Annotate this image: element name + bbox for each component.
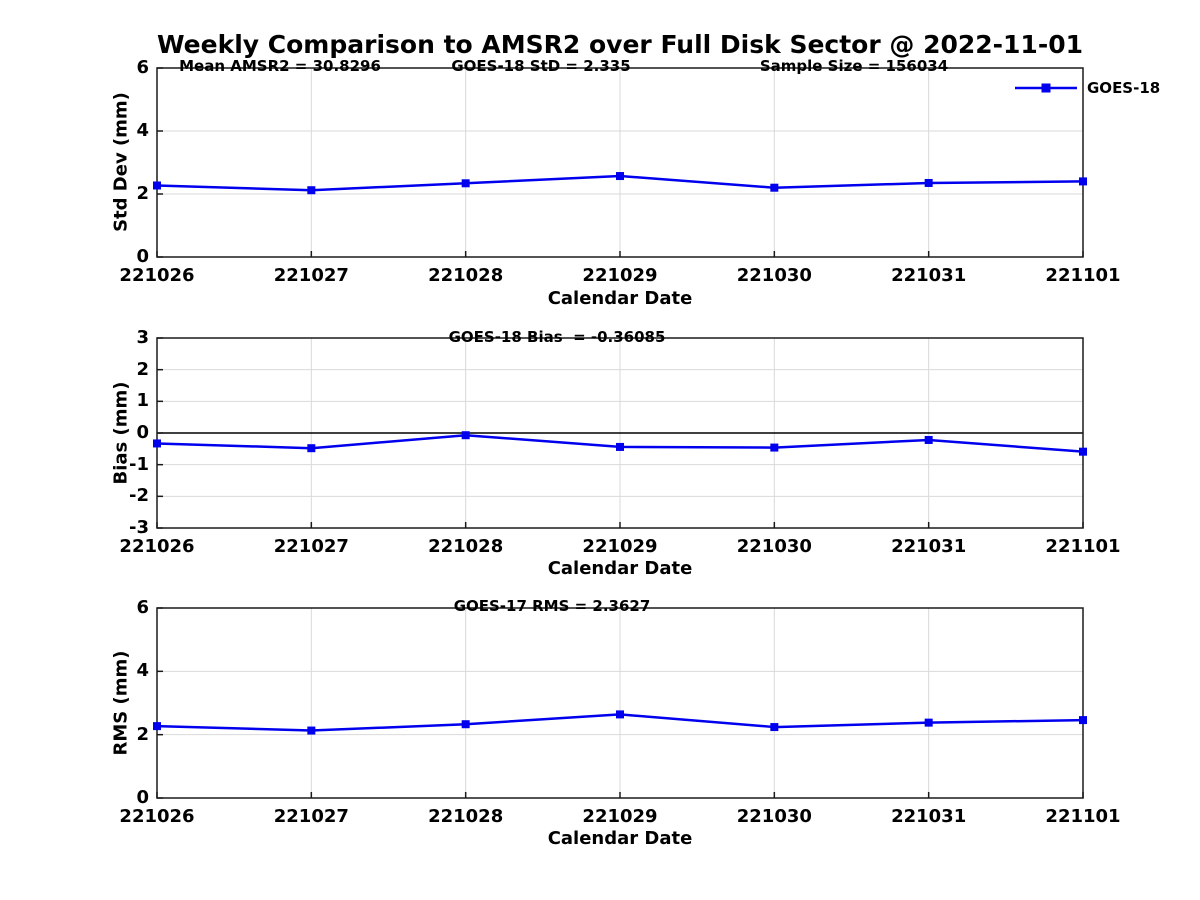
- y-tick-label: 6: [136, 597, 149, 618]
- data-point-marker: [770, 183, 779, 192]
- data-point-marker: [924, 718, 933, 727]
- data-point-marker: [1079, 447, 1087, 456]
- x-axis-label-top: Calendar Date: [547, 288, 693, 309]
- x-axis-label-bottom: Calendar Date: [547, 828, 693, 849]
- x-tick-label: 221031: [891, 265, 967, 286]
- annotation-sample-size: Sample Size = 156034: [759, 57, 949, 75]
- y-tick-label: 4: [136, 120, 149, 141]
- annotation-goes17-rms: GOES-17 RMS = 2.3627: [453, 597, 651, 615]
- data-point-marker: [616, 172, 624, 181]
- data-point-marker: [153, 181, 161, 190]
- y-tick-label: 4: [136, 660, 149, 682]
- x-tick-label: 221026: [119, 536, 195, 557]
- x-tick-label: 221031: [891, 536, 967, 557]
- data-point-marker: [461, 179, 470, 188]
- data-point-marker: [307, 726, 316, 735]
- x-tick-label: 221030: [736, 265, 812, 286]
- data-point-marker: [461, 431, 470, 440]
- data-point-marker: [307, 444, 316, 453]
- x-tick-label: 221030: [736, 806, 812, 827]
- figure-title: Weekly Comparison to AMSR2 over Full Dis…: [156, 30, 1083, 59]
- data-point-marker: [461, 720, 470, 729]
- y-axis-label-std-dev: Std Dev (mm): [110, 92, 132, 232]
- x-tick-label: 221029: [582, 536, 658, 557]
- data-point-marker: [616, 442, 624, 451]
- data-point-marker: [924, 178, 933, 187]
- x-tick-label: 221030: [736, 536, 812, 557]
- y-tick-label: -3: [129, 517, 149, 538]
- data-point-marker: [153, 439, 161, 448]
- data-point-marker: [924, 435, 933, 444]
- x-tick-label: 221101: [1045, 806, 1121, 827]
- x-tick-label: 221028: [428, 806, 504, 827]
- y-tick-label: 2: [136, 723, 149, 745]
- x-tick-label: 221101: [1045, 265, 1121, 286]
- x-tick-label: 221031: [891, 806, 967, 827]
- data-point-marker: [770, 723, 779, 732]
- y-tick-label: 1: [136, 390, 149, 412]
- y-tick-label: 6: [136, 57, 149, 78]
- data-point-marker: [153, 722, 161, 731]
- legend-label: GOES-18: [1087, 79, 1161, 97]
- x-tick-label: 221027: [273, 536, 349, 557]
- x-tick-label: 221027: [273, 806, 349, 827]
- y-tick-label: 2: [136, 183, 149, 204]
- annotation-goes18-std: GOES-18 StD = 2.335: [451, 57, 631, 75]
- x-axis-label-middle: Calendar Date: [547, 558, 693, 579]
- data-point-marker: [1079, 177, 1087, 186]
- x-tick-label: 221028: [428, 536, 504, 557]
- x-tick-label: 221028: [428, 265, 504, 286]
- data-point-marker: [1079, 716, 1087, 725]
- data-point-marker: [307, 186, 316, 195]
- annotation-goes18-bias: GOES-18 Bias = -0.36085: [448, 328, 666, 346]
- x-tick-label: 221026: [119, 806, 195, 827]
- y-tick-label: 0: [136, 422, 149, 443]
- y-tick-label: -1: [129, 453, 149, 475]
- legend-marker: [1041, 83, 1051, 93]
- y-tick-label: 0: [136, 787, 149, 808]
- data-point-marker: [616, 710, 624, 719]
- x-tick-label: 221026: [119, 265, 195, 286]
- x-tick-label: 221029: [582, 806, 658, 827]
- y-tick-label: -2: [129, 485, 149, 507]
- y-tick-label: 3: [136, 327, 149, 348]
- data-point-marker: [770, 443, 779, 452]
- x-tick-label: 221027: [273, 265, 349, 286]
- y-tick-label: 2: [136, 358, 149, 380]
- x-tick-label: 221029: [582, 265, 658, 286]
- x-tick-label: 221101: [1045, 536, 1121, 557]
- annotation-mean-amsr2: Mean AMSR2 = 30.8296: [179, 57, 381, 75]
- y-tick-label: 0: [136, 246, 149, 267]
